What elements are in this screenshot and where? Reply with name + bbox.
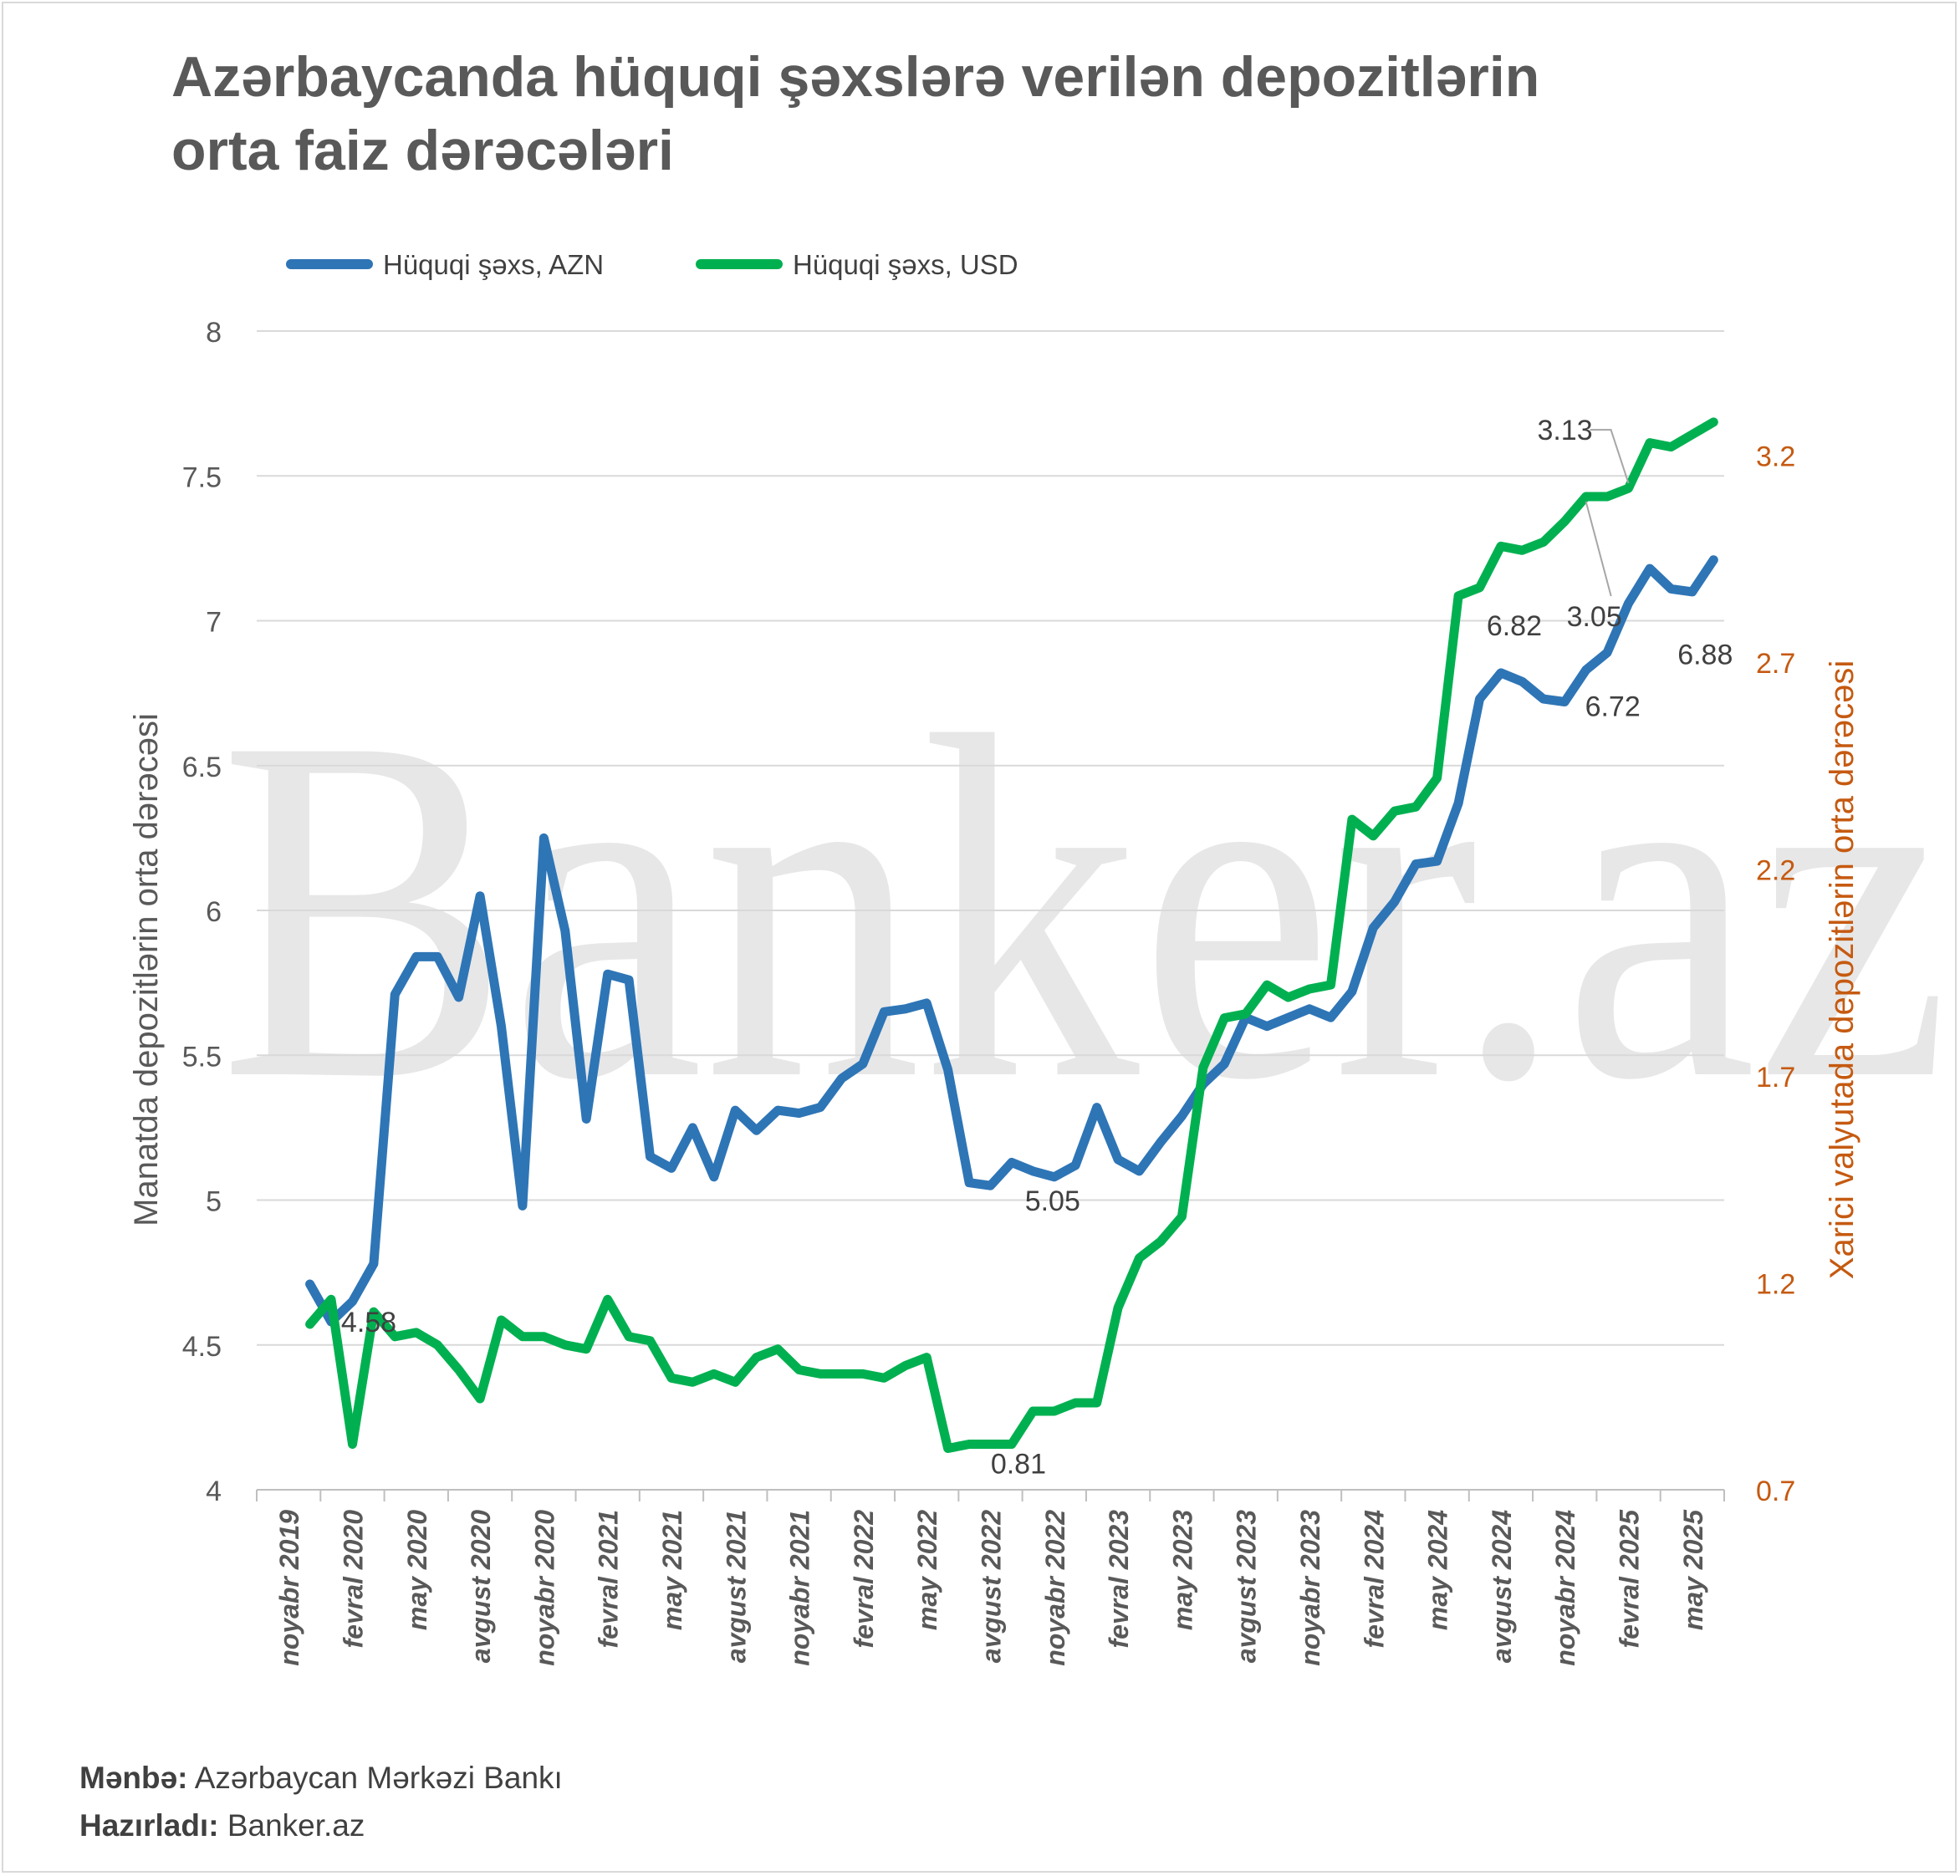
x-tick-label: fevral 2022: [849, 1510, 879, 1649]
x-tick-label: may 2025: [1678, 1509, 1708, 1630]
source-value: Azərbaycan Mərkəzi Bankı: [187, 1761, 563, 1795]
x-tick-label: may 2021: [657, 1510, 687, 1630]
y-tick-label-left: 4: [206, 1476, 222, 1507]
x-tick-label: noyabr 2022: [1040, 1510, 1070, 1666]
x-tick-label: may 2022: [912, 1510, 942, 1630]
prepared-line: Hazırladı: Banker.az: [79, 1802, 563, 1849]
x-tick-label: fevral 2025: [1615, 1509, 1645, 1649]
y-axis-title-left: Manatda depozitlərin orta dərəcəsi: [128, 713, 165, 1226]
data-label: 6.88: [1677, 640, 1733, 671]
data-label: 5.05: [1025, 1185, 1080, 1217]
y-tick-label-left: 8: [206, 317, 222, 349]
leader-line: [1585, 501, 1612, 597]
leader-line: [1590, 429, 1630, 484]
x-tick-label: noyabr 2024: [1550, 1510, 1580, 1666]
series-line-azn: [305, 555, 1718, 1327]
y-tick-label-right: 2.7: [1756, 648, 1795, 680]
x-tick-label: noyabr 2019: [274, 1510, 304, 1666]
x-axis: noyabr 2019 fevral 2020 may 2020 avgust 202…: [256, 1489, 1725, 1666]
y-tick-label-left: 6: [206, 896, 222, 928]
chart-title-line-2: orta faiz dərəcələri: [171, 119, 674, 182]
left-axis-ticks: 4 4.5 5 5.5 6 6.5 7 7.5 8: [182, 317, 222, 1507]
x-tick-label: avgust 2023: [1232, 1510, 1262, 1663]
legend: Hüquqi şəxs, AZN Hüquqi şəxs, USD: [286, 249, 1018, 280]
y-tick-label-right: 1.2: [1756, 1269, 1795, 1301]
y-tick-label-left: 4.5: [182, 1331, 222, 1363]
x-tick-label: avgust 2021: [721, 1510, 751, 1663]
x-tick-label: may 2020: [402, 1510, 432, 1630]
y-tick-label-left: 5.5: [182, 1041, 222, 1073]
y-tick-label-left: 7: [206, 607, 222, 639]
right-axis-ticks: 0.7 1.2 1.7 2.2 2.7 3.2: [1756, 441, 1795, 1508]
source-line: Mənbə: Azərbaycan Mərkəzi Bankı: [79, 1754, 563, 1802]
x-tick-label: fevral 2020: [338, 1510, 368, 1649]
x-tick-label: noyabr 2021: [785, 1510, 815, 1666]
x-tick-label: avgust 2024: [1487, 1510, 1517, 1663]
prepared-label: Hazırladı:: [79, 1808, 219, 1843]
data-label: 0.81: [991, 1449, 1046, 1481]
x-tick-label: noyabr 2023: [1295, 1510, 1325, 1666]
y-tick-label-right: 3.2: [1756, 441, 1795, 473]
x-tick-label: avgust 2022: [977, 1510, 1007, 1663]
chart-title-line-1: Azərbaycanda hüquqi şəxslərə verilən dep…: [171, 45, 1540, 109]
y-tick-label-left: 7.5: [182, 461, 222, 493]
data-label: 3.13: [1537, 415, 1592, 446]
x-tick-label: may 2023: [1167, 1510, 1197, 1630]
series-line-usd: [305, 417, 1718, 1453]
y-tick-label-right: 2.2: [1756, 855, 1795, 887]
series-lines: [305, 417, 1718, 1453]
y-tick-label-left: 5: [206, 1186, 222, 1218]
data-labels: 4.58 5.05 6.82 6.72 6.88 0.81 3.05 3.13: [341, 415, 1733, 1480]
data-label: 6.72: [1585, 691, 1641, 722]
y-axis-title-right: Xarici valyutada depozitlərin orta dərəc…: [1824, 660, 1860, 1279]
x-tick-label: fevral 2023: [1104, 1510, 1134, 1649]
x-tick-label: avgust 2020: [466, 1510, 496, 1663]
data-label: 3.05: [1567, 601, 1622, 633]
y-tick-label-right: 0.7: [1756, 1476, 1795, 1507]
x-tick-label: fevral 2024: [1359, 1510, 1389, 1649]
footer: Mənbə: Azərbaycan Mərkəzi Bankı Hazırlad…: [79, 1754, 563, 1849]
chart-title: Azərbaycanda hüquqi şəxslərə verilən dep…: [171, 40, 1760, 187]
prepared-value: Banker.az: [218, 1808, 365, 1843]
x-tick-label: fevral 2021: [594, 1510, 624, 1648]
x-tick-label: may 2024: [1423, 1510, 1453, 1630]
x-tick-label: noyabr 2020: [529, 1510, 559, 1666]
y-tick-label-left: 6.5: [182, 752, 222, 783]
legend-label-usd: Hüquqi şəxs, USD: [793, 249, 1018, 280]
y-tick-label-right: 1.7: [1756, 1062, 1795, 1093]
legend-label-azn: Hüquqi şəxs, AZN: [383, 249, 604, 280]
source-label: Mənbə:: [79, 1761, 188, 1795]
data-label: 6.82: [1487, 610, 1542, 642]
data-label: 4.58: [341, 1307, 396, 1338]
